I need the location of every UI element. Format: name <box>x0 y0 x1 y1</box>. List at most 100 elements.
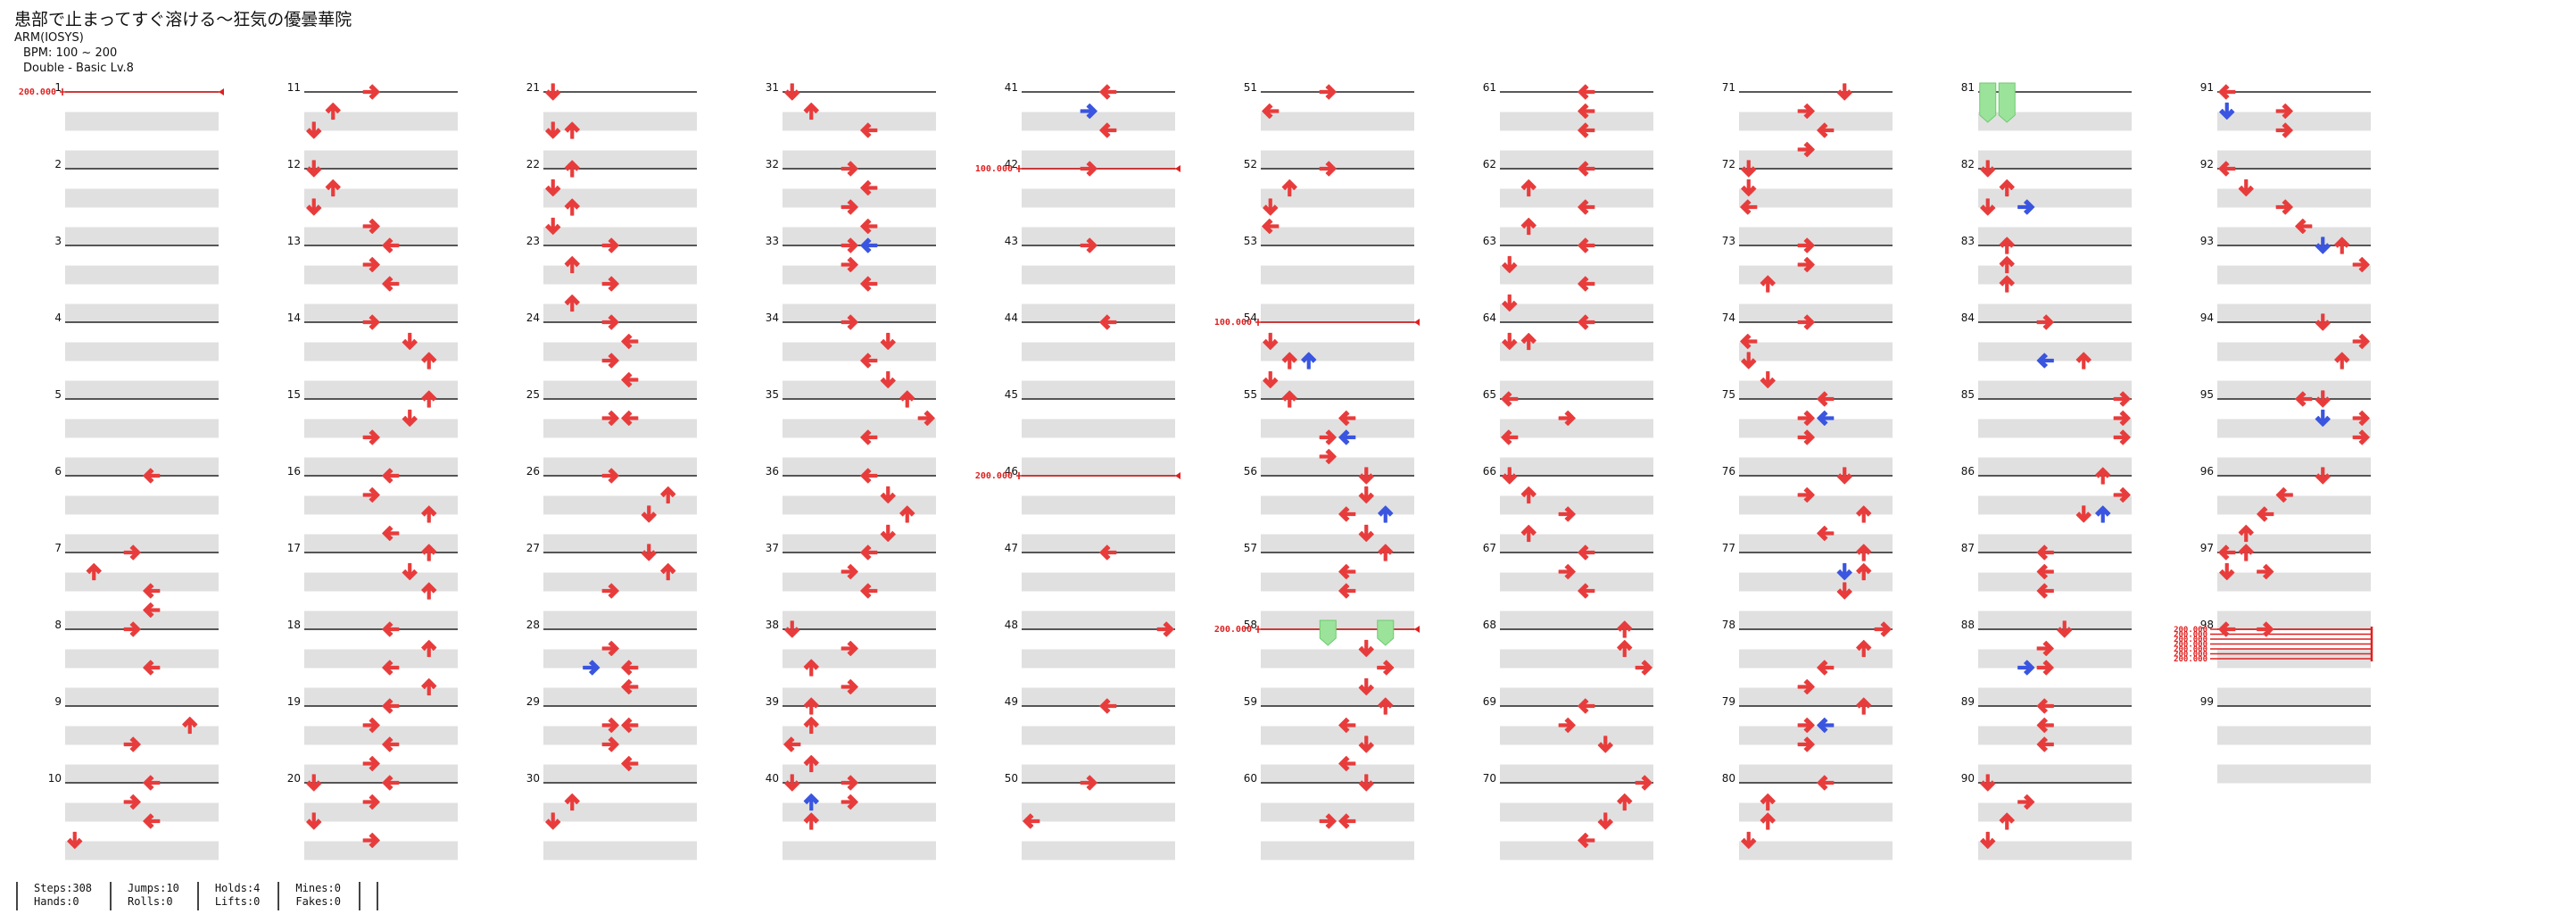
measure-60: 60 <box>1244 772 1414 860</box>
beat-band <box>304 188 458 208</box>
jumps-count: Jumps:10 <box>128 882 179 894</box>
measure-93: 93 <box>2200 235 2371 323</box>
stat-group-steps: Steps:308 Hands:0 <box>16 882 110 910</box>
arrow-note <box>1856 697 1872 715</box>
beat-band <box>1978 380 2132 400</box>
arrow-shape <box>123 736 141 752</box>
measure-number: 26 <box>526 465 540 478</box>
bpm-change-marker: 200.000200.000200.000200.000200.000200.0… <box>2174 626 2373 664</box>
measure-number: 48 <box>1005 619 1018 631</box>
arrow-shape <box>841 161 858 177</box>
arrow-shape <box>860 179 878 196</box>
beat-band <box>1500 112 1653 131</box>
beat-band <box>783 265 936 285</box>
arrow-note <box>1319 429 1337 445</box>
measure-number: 46 <box>1005 465 1018 478</box>
beat-band <box>65 303 219 323</box>
bpm-change-marker: 100.000 <box>1214 318 1420 328</box>
measure-number: 87 <box>1961 542 1975 554</box>
measure-number: 16 <box>287 465 301 478</box>
measure-number: 41 <box>1005 81 1018 94</box>
arrow-note <box>2315 409 2331 428</box>
measure-1: 1 <box>54 81 219 170</box>
arrow-shape <box>325 102 341 120</box>
beat-band <box>304 265 458 285</box>
measure-77: 77 <box>1722 542 1893 630</box>
beat-band <box>65 572 219 592</box>
arrow-note <box>1635 775 1652 791</box>
measure-56: 56 <box>1244 465 1414 553</box>
arrow-shape <box>421 505 437 523</box>
arrow-note <box>860 353 878 369</box>
arrow-note <box>1856 562 1872 581</box>
arrow-note <box>1319 448 1337 465</box>
bpm-end-tick <box>1175 472 1180 479</box>
arrow-note <box>1338 506 1356 522</box>
arrow-note <box>841 640 858 657</box>
arrow-shape <box>1099 698 1117 714</box>
arrow-note <box>860 544 878 561</box>
beat-band <box>783 150 936 170</box>
arrow-shape <box>2295 218 2313 235</box>
beat-band <box>304 150 458 170</box>
arrow-shape <box>1617 793 1633 811</box>
arrow-shape <box>2315 237 2331 254</box>
arrow-note <box>1520 332 1536 351</box>
arrow-note <box>564 793 580 811</box>
arrow-note <box>1578 276 1595 292</box>
beat-band <box>1978 227 2132 246</box>
arrow-shape <box>621 660 639 676</box>
arrow-shape <box>1502 467 1518 485</box>
beat-band <box>1500 534 1653 553</box>
arrow-shape <box>1836 582 1852 600</box>
measure-52: 52 <box>1244 158 1414 246</box>
beat-band <box>1978 802 2132 822</box>
arrow-shape <box>1999 237 2015 254</box>
arrow-shape <box>1797 237 1815 253</box>
measure-96: 96 <box>2200 465 2371 553</box>
arrow-note <box>1099 84 1117 100</box>
measure-90: 90 <box>1961 772 2132 860</box>
beat-band <box>1261 342 1414 361</box>
arrow-shape <box>1817 525 1835 542</box>
arrow-note <box>1741 352 1757 370</box>
beat-band <box>2217 534 2371 553</box>
arrow-note <box>1080 161 1097 177</box>
beat-band <box>65 457 219 477</box>
measure-number: 30 <box>526 772 540 785</box>
beat-band <box>1261 112 1414 131</box>
beat-band <box>1500 726 1653 745</box>
arrow-shape <box>421 639 437 658</box>
arrow-shape <box>306 198 322 216</box>
arrow-shape <box>1319 448 1337 465</box>
arrow-note <box>1741 179 1757 197</box>
measure-83: 83 <box>1961 235 2132 323</box>
measure-21: 21 <box>526 81 697 170</box>
fakes-count: Fakes:0 <box>295 895 341 908</box>
arrow-note <box>1358 524 1374 543</box>
beat-band <box>304 495 458 515</box>
beat-band <box>304 572 458 592</box>
arrow-shape <box>362 314 380 330</box>
measure-63: 63 <box>1483 235 1653 323</box>
arrow-shape <box>1856 505 1872 523</box>
arrow-shape <box>1856 544 1872 561</box>
beat-band <box>1022 150 1175 170</box>
arrow-shape <box>382 736 400 752</box>
beat-band <box>1261 380 1414 400</box>
arrow-note <box>2036 583 2054 599</box>
measure-29: 29 <box>526 695 697 784</box>
measure-3: 3 <box>54 235 219 323</box>
arrow-note <box>182 716 198 735</box>
arrow-note <box>1281 352 1297 370</box>
arrow-note <box>2017 660 2035 676</box>
arrow-note <box>601 717 619 734</box>
arrow-note <box>601 583 619 599</box>
beat-band <box>1500 649 1653 669</box>
steps-count: Steps:308 <box>34 882 93 894</box>
arrow-shape <box>601 640 619 657</box>
arrow-shape <box>1999 179 2015 197</box>
arrow-shape <box>1501 391 1519 407</box>
beat-band <box>304 112 458 131</box>
arrow-shape <box>1358 524 1374 543</box>
